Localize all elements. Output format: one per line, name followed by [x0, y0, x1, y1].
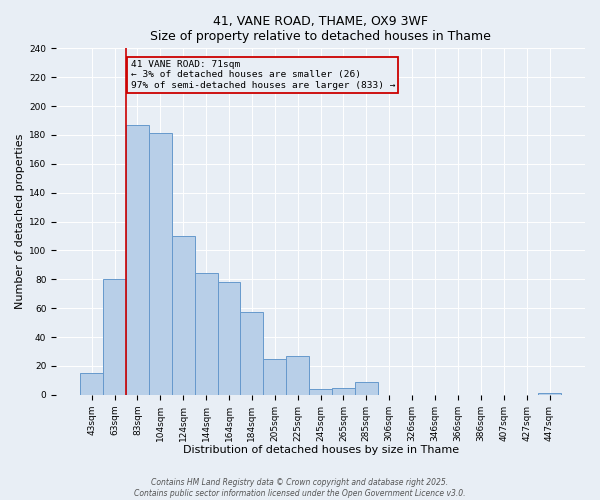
Bar: [218, 282, 241, 395]
Bar: [103, 280, 126, 394]
X-axis label: Distribution of detached houses by size in Thame: Distribution of detached houses by size …: [182, 445, 458, 455]
Y-axis label: Number of detached properties: Number of detached properties: [15, 134, 25, 309]
Bar: [149, 134, 172, 394]
Bar: [332, 388, 355, 394]
Bar: [241, 312, 263, 394]
Bar: [309, 389, 332, 394]
Bar: [194, 274, 218, 394]
Bar: [126, 125, 149, 394]
Text: Contains HM Land Registry data © Crown copyright and database right 2025.
Contai: Contains HM Land Registry data © Crown c…: [134, 478, 466, 498]
Bar: [172, 236, 194, 394]
Bar: [286, 356, 309, 395]
Bar: [355, 382, 378, 394]
Bar: [80, 373, 103, 394]
Bar: [263, 358, 286, 394]
Title: 41, VANE ROAD, THAME, OX9 3WF
Size of property relative to detached houses in Th: 41, VANE ROAD, THAME, OX9 3WF Size of pr…: [150, 15, 491, 43]
Text: 41 VANE ROAD: 71sqm
← 3% of detached houses are smaller (26)
97% of semi-detache: 41 VANE ROAD: 71sqm ← 3% of detached hou…: [131, 60, 395, 90]
